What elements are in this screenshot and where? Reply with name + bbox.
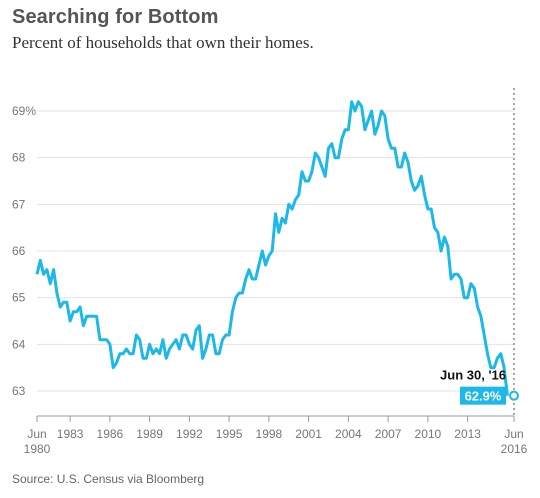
x-tick-label-year: 1980	[24, 442, 51, 456]
annotation-value-box	[460, 386, 506, 405]
y-tick-label: 64	[12, 337, 26, 351]
chart-title: Searching for Bottom	[12, 6, 219, 28]
x-tick-label: 2010	[415, 427, 442, 441]
x-tick-label-year: 2016	[501, 442, 528, 456]
x-tick-label: 2007	[375, 427, 402, 441]
x-tick-label: 2004	[335, 427, 362, 441]
y-tick-label: 63	[12, 384, 26, 398]
x-tick-label: Jun	[27, 427, 46, 441]
x-tick-label: 1992	[176, 427, 203, 441]
x-tick-label: 1998	[256, 427, 283, 441]
y-tick-label: 66	[12, 244, 26, 258]
x-tick-label: Jun	[504, 427, 523, 441]
x-tick-label: 1995	[216, 427, 243, 441]
x-tick-label: 2013	[454, 427, 481, 441]
y-axis-ticks: 63 64 65 66 67 68 69%	[12, 104, 36, 398]
x-tick-label: 1986	[97, 427, 124, 441]
y-tick-label: 69%	[12, 104, 36, 118]
x-tick-label: 1989	[136, 427, 163, 441]
chart-source: Source: U.S. Census via Bloomberg	[12, 472, 205, 486]
grid-lines	[37, 110, 514, 392]
annotation-date: Jun 30, '16	[440, 368, 506, 383]
x-tick-label: 2001	[295, 427, 322, 441]
chart-subtitle: Percent of households that own their hom…	[12, 33, 314, 52]
y-tick-label: 67	[12, 197, 26, 211]
annotation-value: 62.9%	[465, 389, 502, 404]
x-tick-label: 1983	[57, 427, 84, 441]
last-point-marker	[509, 390, 519, 401]
series-line	[35, 100, 509, 396]
y-tick-label: 65	[12, 291, 26, 305]
y-tick-label: 68	[12, 151, 26, 165]
